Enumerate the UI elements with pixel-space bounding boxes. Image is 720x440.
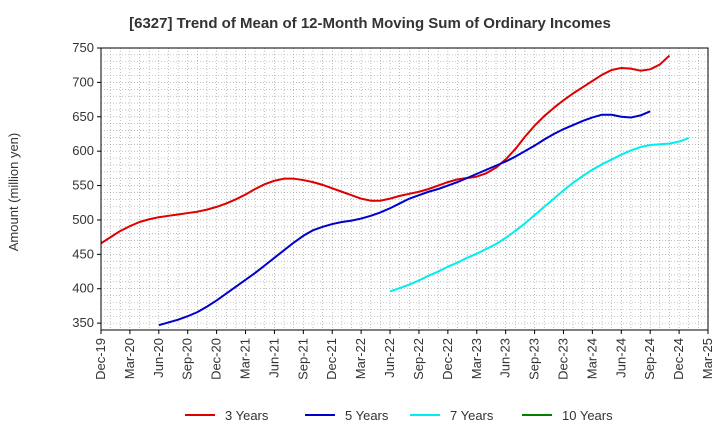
legend-label-3-years: 3 Years <box>225 408 269 423</box>
x-tick-label: Mar-20 <box>122 338 137 379</box>
x-tick-label: Dec-23 <box>555 338 570 380</box>
x-tick-label: Dec-24 <box>671 338 686 380</box>
x-tick-label: Dec-19 <box>93 338 108 380</box>
y-axis-label: Amount (million yen) <box>6 133 21 252</box>
y-tick-label: 700 <box>72 74 94 89</box>
y-tick-label: 600 <box>72 143 94 158</box>
series-lines <box>100 54 690 327</box>
x-tick-label: Mar-21 <box>238 338 253 379</box>
x-tick-label: Jun-23 <box>498 338 513 378</box>
x-axis-ticks: Dec-19 Mar-20 Jun-20 Sep-20 Dec-20 Mar-21 Jun-… <box>93 330 715 380</box>
x-tick-label: Sep-22 <box>411 338 426 380</box>
x-tick-label: Mar-24 <box>584 338 599 379</box>
x-tick-label: Jun-21 <box>266 338 281 378</box>
x-tick-label: Jun-22 <box>382 338 397 378</box>
x-tick-label: Jun-24 <box>613 338 628 378</box>
y-tick-label: 750 <box>72 40 94 55</box>
legend-label-10-years: 10 Years <box>562 408 613 423</box>
y-tick-label: 400 <box>72 281 94 296</box>
y-tick-label: 500 <box>72 212 94 227</box>
x-tick-label: Sep-23 <box>527 338 542 380</box>
x-tick-label: Mar-22 <box>353 338 368 379</box>
x-tick-label: Sep-20 <box>180 338 195 380</box>
y-tick-label: 350 <box>72 315 94 330</box>
chart-title: [6327] Trend of Mean of 12-Month Moving … <box>129 15 611 32</box>
x-tick-label: Dec-22 <box>440 338 455 380</box>
grid <box>101 48 708 330</box>
x-tick-label: Sep-21 <box>295 338 310 380</box>
y-axis-ticks: 350 400 450 500 550 600 650 700 750 <box>72 40 101 330</box>
series-line-7-years <box>389 137 690 293</box>
series-line-3-years <box>100 54 671 245</box>
plot-area-frame <box>100 47 709 331</box>
y-tick-label: 450 <box>72 246 94 261</box>
legend: 3 Years 5 Years 7 Years 10 Years <box>185 408 613 423</box>
x-tick-label: Mar-23 <box>469 338 484 379</box>
y-tick-label: 550 <box>72 178 94 193</box>
x-tick-label: Sep-24 <box>642 338 657 380</box>
legend-label-5-years: 5 Years <box>345 408 389 423</box>
series-line-5-years <box>158 110 651 327</box>
x-tick-label: Jun-20 <box>151 338 166 378</box>
y-tick-label: 650 <box>72 109 94 124</box>
x-tick-label: Dec-21 <box>324 338 339 380</box>
legend-label-7-years: 7 Years <box>450 408 494 423</box>
x-tick-label: Mar-25 <box>700 338 715 379</box>
x-tick-label: Dec-20 <box>209 338 224 380</box>
